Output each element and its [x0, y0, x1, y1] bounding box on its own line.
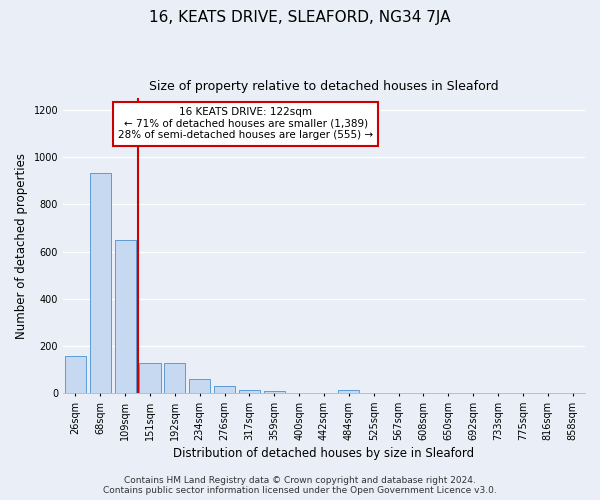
Text: Contains HM Land Registry data © Crown copyright and database right 2024.
Contai: Contains HM Land Registry data © Crown c… [103, 476, 497, 495]
Text: 16 KEATS DRIVE: 122sqm
← 71% of detached houses are smaller (1,389)
28% of semi-: 16 KEATS DRIVE: 122sqm ← 71% of detached… [118, 107, 373, 140]
X-axis label: Distribution of detached houses by size in Sleaford: Distribution of detached houses by size … [173, 447, 475, 460]
Text: 16, KEATS DRIVE, SLEAFORD, NG34 7JA: 16, KEATS DRIVE, SLEAFORD, NG34 7JA [149, 10, 451, 25]
Bar [239, 390, 260, 393]
Bar [115, 240, 136, 393]
Bar [264, 390, 285, 393]
Bar [65, 356, 86, 393]
Bar [338, 390, 359, 393]
Bar [139, 363, 161, 393]
Bar [214, 386, 235, 393]
Bar [90, 172, 111, 393]
Bar [189, 380, 211, 393]
Title: Size of property relative to detached houses in Sleaford: Size of property relative to detached ho… [149, 80, 499, 93]
Bar [164, 363, 185, 393]
Y-axis label: Number of detached properties: Number of detached properties [15, 152, 28, 338]
